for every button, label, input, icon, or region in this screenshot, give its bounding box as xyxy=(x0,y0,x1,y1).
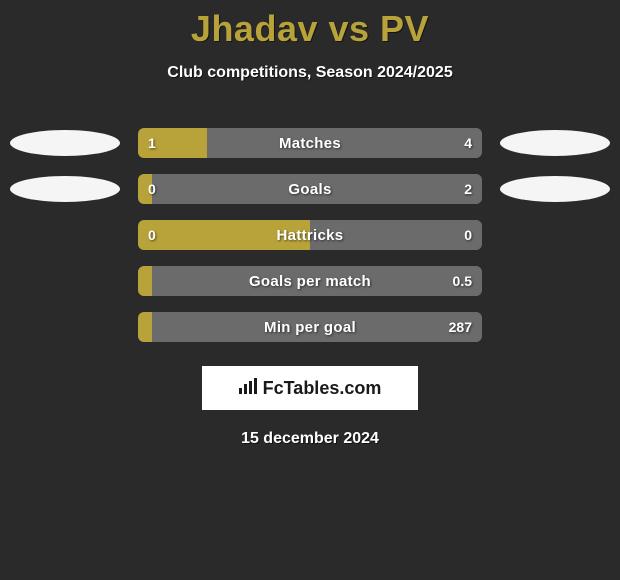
stat-label: Matches xyxy=(138,128,482,158)
stat-bar: 0Goals2 xyxy=(138,174,482,204)
spacer xyxy=(500,268,610,294)
stat-bar: Min per goal287 xyxy=(138,312,482,342)
stat-label: Min per goal xyxy=(138,312,482,342)
stat-bar: 1Matches4 xyxy=(138,128,482,158)
footer-date: 15 december 2024 xyxy=(0,430,620,448)
spacer xyxy=(10,314,120,340)
stats-area: 1Matches40Goals20Hattricks0Goals per mat… xyxy=(0,120,620,350)
stat-row: 0Goals2 xyxy=(0,166,620,212)
spacer xyxy=(500,314,610,340)
stat-value-right: 287 xyxy=(449,312,472,342)
stat-value-right: 4 xyxy=(464,128,472,158)
stat-row: 0Hattricks0 xyxy=(0,212,620,258)
stat-row: Goals per match0.5 xyxy=(0,258,620,304)
stat-row: 1Matches4 xyxy=(0,120,620,166)
stat-value-right: 0.5 xyxy=(453,266,472,296)
page-title: Jhadav vs PV xyxy=(0,0,620,50)
stat-bar: 0Hattricks0 xyxy=(138,220,482,250)
brand-label: FcTables.com xyxy=(263,378,382,399)
page-subtitle: Club competitions, Season 2024/2025 xyxy=(0,64,620,82)
team-logo-left xyxy=(10,176,120,202)
spacer xyxy=(500,222,610,248)
team-logo-right xyxy=(500,130,610,156)
stat-label: Goals per match xyxy=(138,266,482,296)
stat-label: Hattricks xyxy=(138,220,482,250)
team-logo-right xyxy=(500,176,610,202)
brand-box: FcTables.com xyxy=(202,366,418,410)
stat-bar: Goals per match0.5 xyxy=(138,266,482,296)
stat-value-right: 2 xyxy=(464,174,472,204)
stat-value-right: 0 xyxy=(464,220,472,250)
brand-text: FcTables.com xyxy=(239,378,382,399)
chart-icon xyxy=(239,378,259,399)
spacer xyxy=(10,222,120,248)
team-logo-left xyxy=(10,130,120,156)
stat-row: Min per goal287 xyxy=(0,304,620,350)
spacer xyxy=(10,268,120,294)
stat-label: Goals xyxy=(138,174,482,204)
